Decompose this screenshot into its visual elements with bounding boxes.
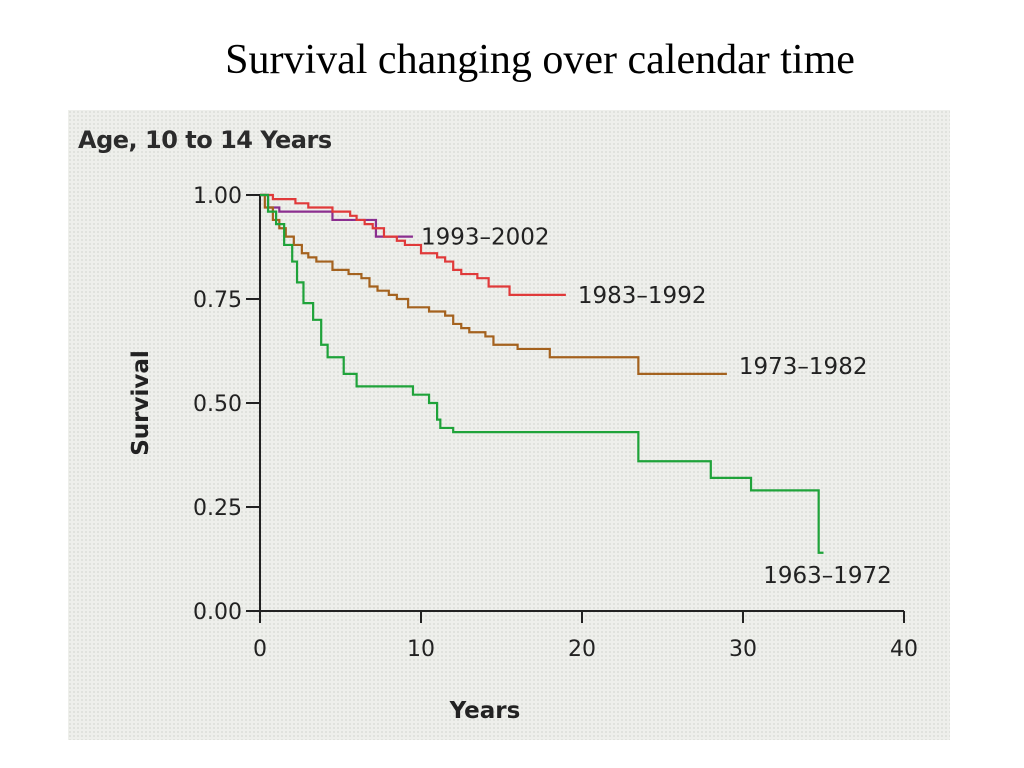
series-labels: 1993–2002 1983–1992 1973–1982 1963–1972 [421,225,892,589]
survival-chart: 0.00 0.25 0.50 0.75 1.00 0 10 20 30 40 Years Surviv… [128,184,918,724]
x-axis-title: Years [449,698,521,724]
y-axis-title: Survival [128,350,154,456]
y-tick-label: 0.25 [193,496,242,521]
series-line-1 [260,193,566,296]
series-label-1: 1983–1992 [578,283,707,309]
chart-panel: Age, 10 to 14 Years 0.00 0.25 0.50 0.75 1.00… [68,110,950,740]
series-label-2: 1973–1982 [739,354,868,380]
x-tick-label: 0 [253,637,267,662]
series-label-0: 1993–2002 [421,225,550,251]
x-tick-label: 40 [890,637,918,662]
y-tick-label: 1.00 [193,184,242,209]
series-label-3: 1963–1972 [763,563,892,589]
x-tick-label: 20 [568,637,596,662]
chart-title: Age, 10 to 14 Years [78,126,332,154]
axes: 0.00 0.25 0.50 0.75 1.00 0 10 20 30 40 Years Surviv… [128,184,918,724]
series-line-2 [260,193,727,375]
y-tick-label: 0.50 [193,392,242,417]
x-tick-label: 30 [729,637,757,662]
y-tick-label: 0.00 [193,600,242,625]
series-line-3 [260,193,824,554]
x-tick-label: 10 [407,637,435,662]
series-line-0 [260,193,413,238]
y-tick-label: 0.75 [193,288,242,313]
series-lines [260,193,824,554]
slide-title: Survival changing over calendar time [225,37,855,83]
